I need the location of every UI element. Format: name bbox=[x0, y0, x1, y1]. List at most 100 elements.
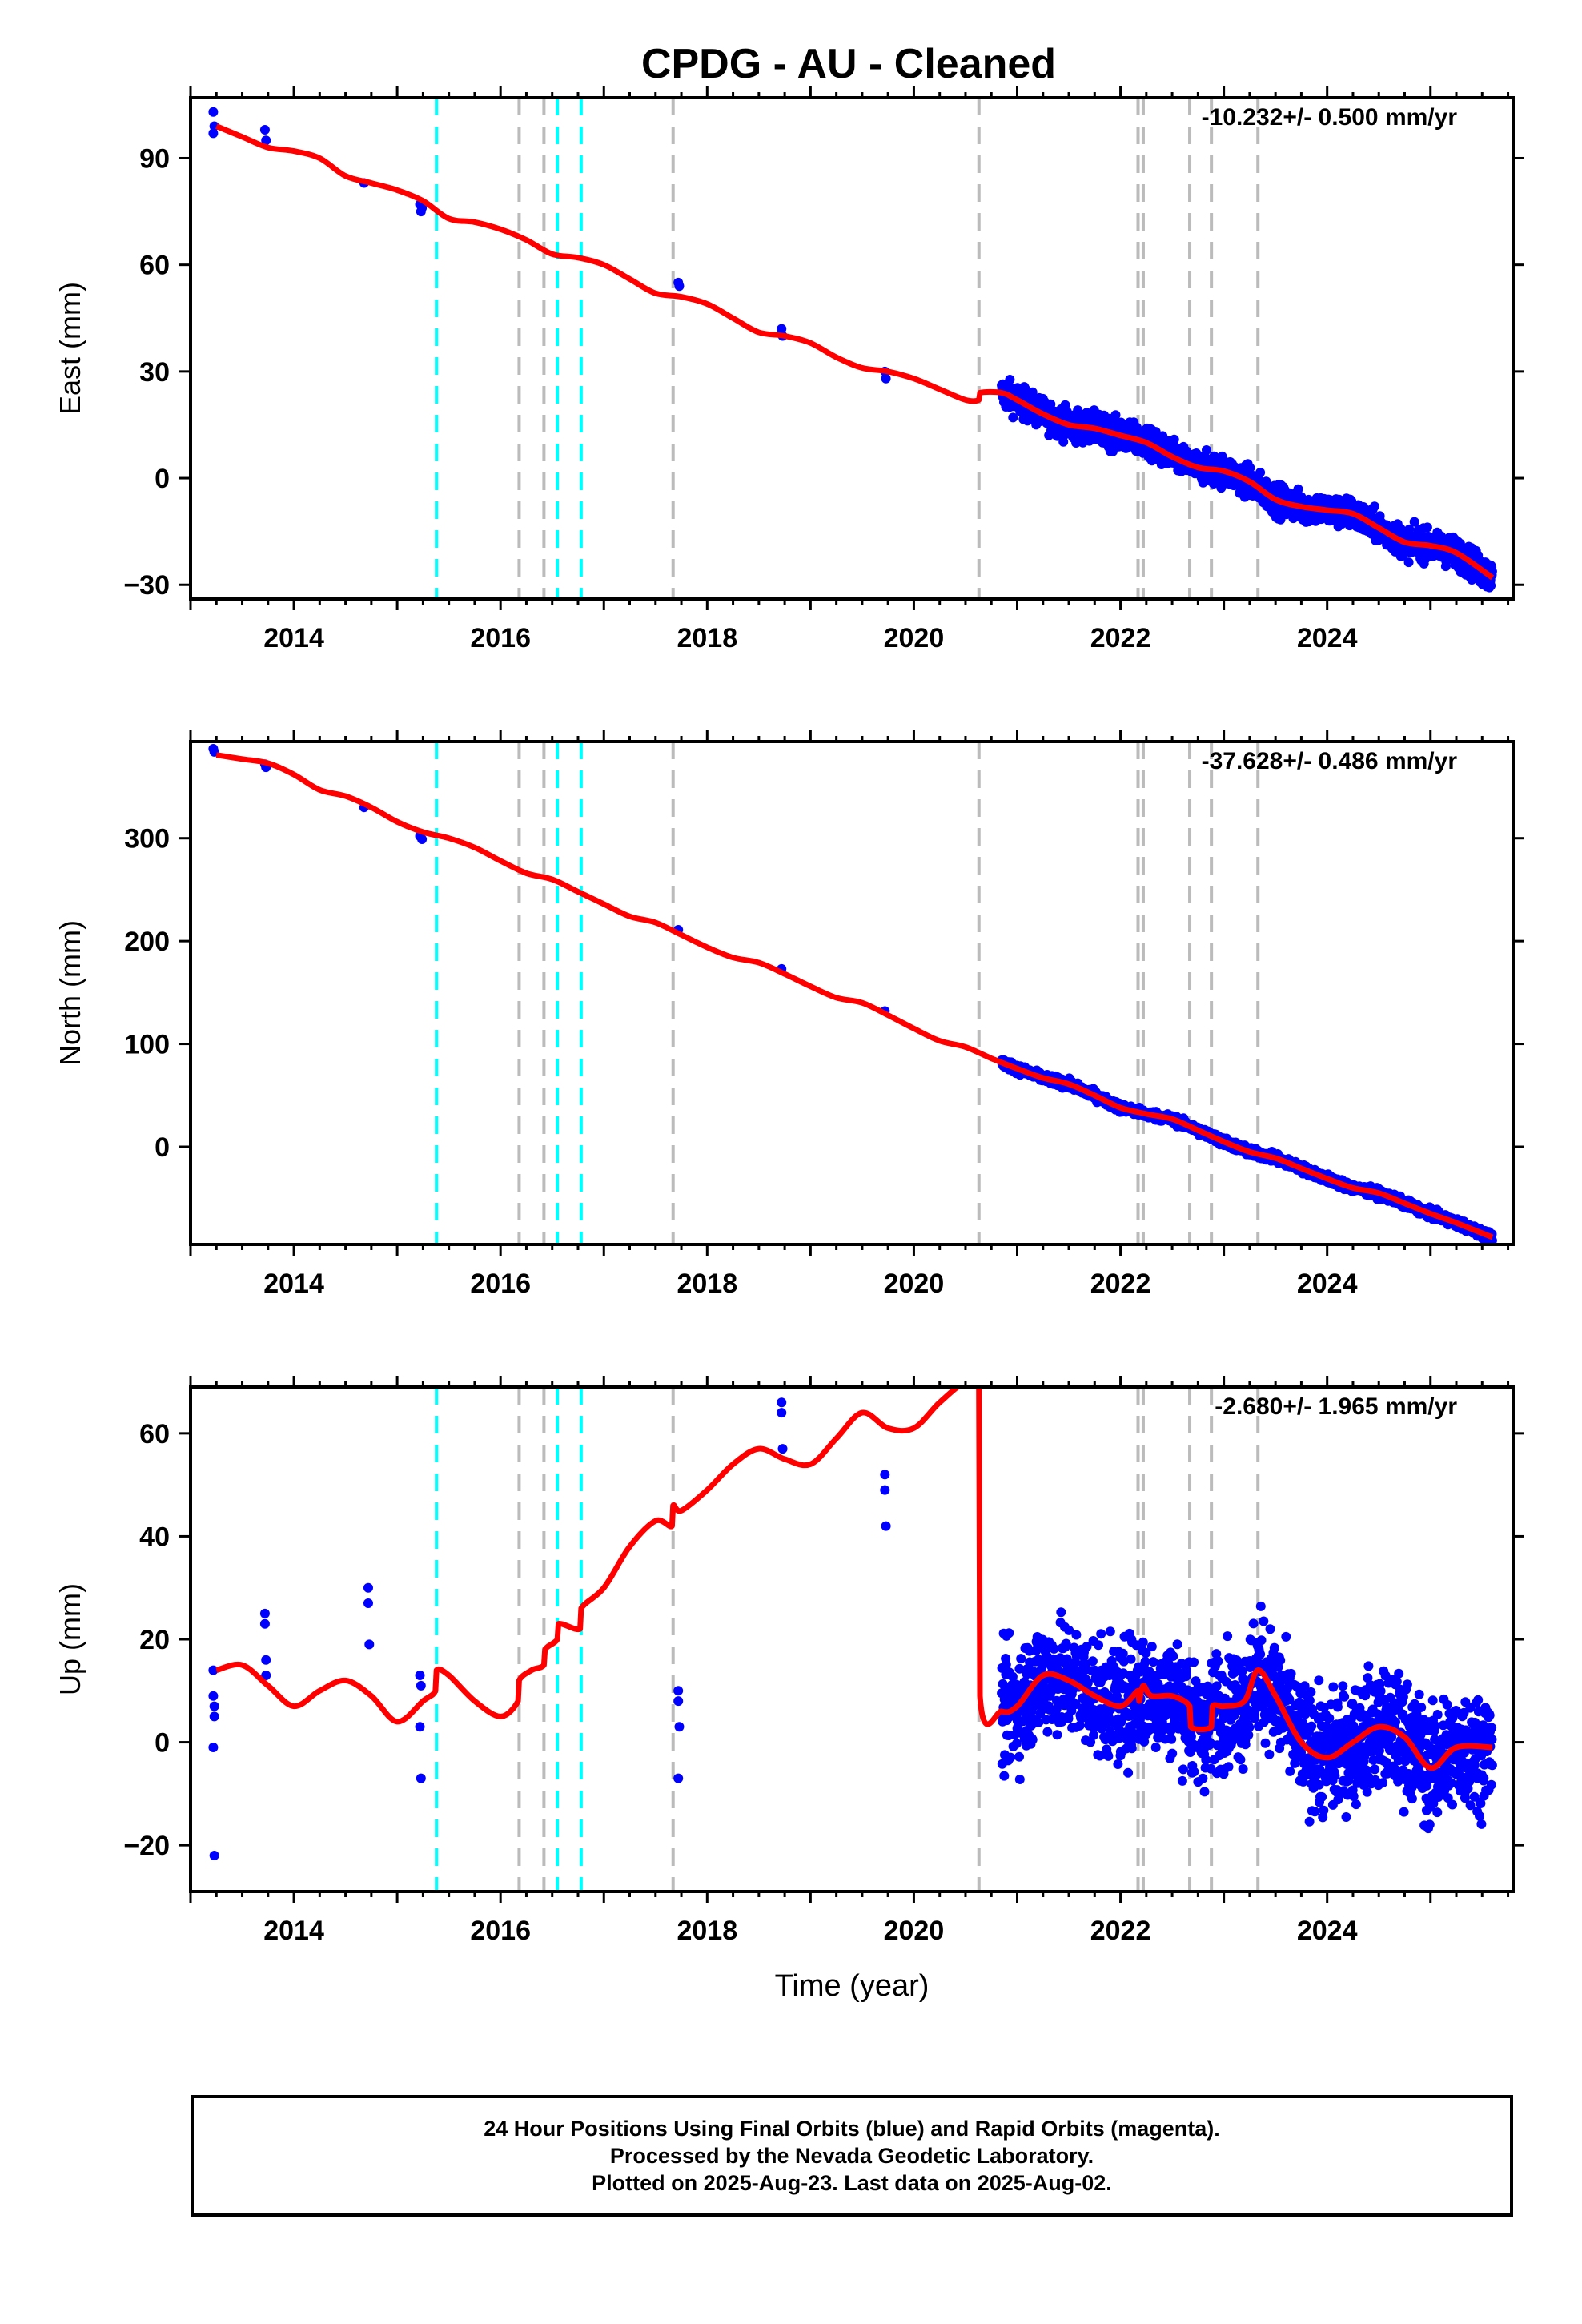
y-tick-label: 200 bbox=[124, 927, 170, 957]
data-point bbox=[1275, 1655, 1286, 1666]
rate-label: -10.232+/- 0.500 mm/yr bbox=[1202, 104, 1458, 131]
data-point bbox=[1314, 1779, 1324, 1790]
data-point bbox=[880, 1485, 890, 1495]
model-curve bbox=[215, 123, 1495, 581]
data-point bbox=[1201, 1755, 1211, 1765]
data-point bbox=[1255, 1601, 1266, 1611]
data-point bbox=[881, 1521, 891, 1531]
y-tick-label: 100 bbox=[124, 1030, 170, 1060]
data-point bbox=[209, 1701, 219, 1711]
data-point bbox=[1243, 1730, 1254, 1740]
y-tick-label: 0 bbox=[155, 464, 170, 494]
data-point bbox=[1027, 387, 1038, 397]
data-point bbox=[1166, 1734, 1177, 1744]
data-point bbox=[417, 203, 428, 213]
data-point bbox=[363, 1598, 373, 1608]
data-point bbox=[674, 1722, 685, 1732]
data-point bbox=[777, 324, 787, 334]
data-point bbox=[1042, 1727, 1053, 1737]
y-tick-label: 0 bbox=[155, 1132, 170, 1163]
data-point bbox=[1275, 1679, 1285, 1690]
data-point bbox=[1264, 1749, 1275, 1759]
x-tick-label: 2014 bbox=[263, 623, 324, 653]
data-point bbox=[1235, 1755, 1246, 1765]
data-point bbox=[1168, 1651, 1178, 1661]
data-point bbox=[1231, 1655, 1242, 1666]
panel-north: 2014 2016 2018 2020 2022 20240100200300North … bbox=[54, 730, 1524, 1299]
data-point bbox=[1255, 468, 1266, 477]
x-tick-label: 2022 bbox=[1090, 1269, 1151, 1299]
x-tick-label: 2024 bbox=[1297, 623, 1358, 653]
data-point bbox=[1250, 1713, 1259, 1723]
data-point bbox=[363, 1582, 373, 1593]
x-tick-label: 2020 bbox=[884, 623, 945, 653]
data-point bbox=[1094, 1751, 1105, 1761]
data-point bbox=[1304, 1695, 1315, 1706]
data-point bbox=[880, 1470, 890, 1480]
data-point bbox=[364, 1639, 375, 1650]
data-point bbox=[1198, 1773, 1208, 1783]
data-point bbox=[1213, 1656, 1223, 1667]
data-point bbox=[1299, 1681, 1310, 1691]
data-point bbox=[1049, 1643, 1059, 1654]
data-point bbox=[1240, 1739, 1251, 1750]
data-point bbox=[208, 1665, 219, 1675]
data-point bbox=[1148, 1657, 1158, 1667]
data-point bbox=[415, 1671, 425, 1680]
y-tick-label: 300 bbox=[124, 824, 170, 854]
data-point bbox=[1094, 1640, 1103, 1651]
x-tick-label: 2014 bbox=[263, 1269, 324, 1299]
data-point bbox=[1259, 1616, 1269, 1626]
data-point bbox=[1310, 1807, 1320, 1817]
data-point bbox=[261, 135, 271, 146]
data-point bbox=[1223, 1631, 1233, 1642]
data-point bbox=[1250, 1705, 1260, 1715]
data-point bbox=[1034, 1717, 1044, 1727]
x-tick-label: 2018 bbox=[677, 1269, 737, 1299]
data-point bbox=[1306, 1687, 1316, 1697]
data-point bbox=[1096, 1629, 1106, 1639]
data-point bbox=[1409, 517, 1419, 527]
data-point bbox=[1112, 1691, 1122, 1701]
y-tick-label: 60 bbox=[139, 251, 170, 281]
data-point bbox=[1199, 1787, 1210, 1797]
data-point bbox=[1063, 1714, 1074, 1723]
y-axis-label: North (mm) bbox=[54, 920, 86, 1066]
data-point bbox=[1284, 1695, 1295, 1705]
data-point bbox=[1317, 1791, 1327, 1802]
data-point bbox=[1011, 1739, 1022, 1749]
data-point bbox=[1248, 1618, 1259, 1629]
data-point bbox=[1324, 1713, 1335, 1723]
data-point bbox=[1089, 1730, 1098, 1740]
model-curve bbox=[215, 752, 1494, 1240]
data-point bbox=[1082, 1642, 1092, 1652]
data-point bbox=[1265, 1624, 1275, 1634]
data-point bbox=[1082, 1678, 1093, 1688]
data-point bbox=[1007, 1671, 1018, 1682]
data-point bbox=[1064, 1625, 1074, 1635]
data-point bbox=[1169, 434, 1179, 444]
y-tick-label: −30 bbox=[123, 570, 170, 601]
data-point bbox=[777, 1444, 788, 1454]
data-point bbox=[415, 1722, 425, 1732]
plot-area bbox=[208, 107, 1497, 593]
data-point bbox=[209, 1851, 219, 1860]
data-point bbox=[1166, 1726, 1176, 1736]
data-point bbox=[1286, 1668, 1296, 1679]
data-point bbox=[1223, 1762, 1234, 1772]
data-point bbox=[1105, 1626, 1115, 1637]
data-point bbox=[1369, 501, 1379, 512]
data-point bbox=[1181, 1669, 1191, 1679]
x-tick-label: 2016 bbox=[470, 1269, 531, 1299]
data-point bbox=[208, 1743, 219, 1752]
data-point bbox=[1126, 1654, 1136, 1664]
x-tick-label: 2018 bbox=[677, 623, 737, 653]
x-tick-label: 2016 bbox=[470, 623, 531, 653]
data-point bbox=[1307, 1721, 1317, 1731]
data-point bbox=[1318, 1812, 1328, 1823]
data-point bbox=[1001, 1659, 1011, 1670]
data-point bbox=[673, 1773, 684, 1783]
data-point bbox=[1087, 1656, 1098, 1667]
data-point bbox=[1071, 1651, 1082, 1661]
